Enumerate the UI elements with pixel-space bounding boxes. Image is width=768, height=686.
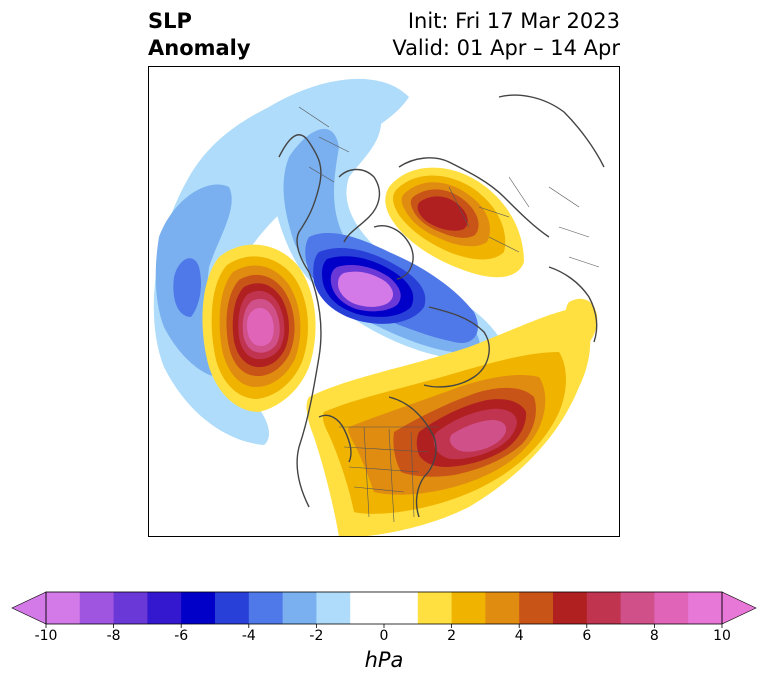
colorbar-tick-label: -10 bbox=[34, 628, 58, 644]
colorbar-segment bbox=[519, 592, 554, 624]
colorbar-tick-label: 4 bbox=[514, 628, 524, 644]
colorbar-segment bbox=[688, 592, 723, 624]
colorbar-tick-label: -6 bbox=[174, 628, 189, 644]
colorbar-segment bbox=[316, 592, 351, 624]
colorbar-tick-marks bbox=[45, 624, 723, 628]
anomaly-fields bbox=[153, 78, 605, 536]
colorbar-segment bbox=[586, 592, 622, 624]
colorbar-tick-label: -2 bbox=[309, 628, 324, 644]
date-info: Init: Fri 17 Mar 2023 Valid: 01 Apr – 14… bbox=[392, 8, 620, 62]
colorbar-segment bbox=[46, 592, 81, 624]
colorbar-segment bbox=[282, 592, 317, 624]
colorbar-tick-label: 10 bbox=[713, 628, 731, 644]
coastlines bbox=[278, 94, 605, 518]
map-canvas bbox=[153, 78, 605, 536]
atlantic-high-core bbox=[449, 420, 507, 452]
colorbar-tick-label: 2 bbox=[447, 628, 457, 644]
colorbar-unit: hPa bbox=[364, 648, 404, 672]
colorbar-tick-label: 0 bbox=[379, 628, 389, 644]
colorbar-segment bbox=[451, 592, 486, 624]
neg-ring-dark bbox=[173, 258, 202, 317]
colorbar-segment bbox=[417, 592, 453, 624]
colorbar-segment bbox=[350, 592, 419, 624]
colorbar-segment bbox=[113, 592, 148, 624]
political-borders bbox=[298, 106, 600, 523]
title-line-2: Anomaly bbox=[148, 36, 251, 60]
slp-anomaly-map bbox=[148, 66, 620, 537]
colorbar-tick-label: 8 bbox=[649, 628, 659, 644]
colorbar-segment bbox=[485, 592, 520, 624]
colorbar-tick-label: 6 bbox=[582, 628, 592, 644]
colorbar-over-arrow bbox=[721, 591, 757, 625]
europe-high-tail bbox=[564, 298, 598, 352]
colorbar-under-arrow bbox=[11, 591, 47, 625]
arctic-low-core bbox=[338, 271, 394, 307]
alaska-high-core bbox=[247, 308, 274, 347]
colorbar-segment bbox=[147, 592, 182, 624]
colorbar-segment bbox=[248, 592, 284, 624]
colorbar-segments bbox=[46, 592, 723, 624]
colorbar-segment bbox=[215, 592, 250, 624]
eurasia-high-core bbox=[417, 196, 468, 231]
title-line-1: SLP bbox=[148, 9, 192, 33]
colorbar-segment bbox=[553, 592, 588, 624]
colorbar-segment bbox=[79, 592, 115, 624]
colorbar-tick-label: -4 bbox=[241, 628, 256, 644]
colorbar-tick-label: -8 bbox=[106, 628, 121, 644]
colorbar-segment bbox=[654, 592, 689, 624]
colorbar-segment bbox=[620, 592, 655, 624]
map-title: SLP Anomaly bbox=[148, 8, 251, 62]
colorbar-segment bbox=[181, 592, 216, 624]
valid-range: Valid: 01 Apr – 14 Apr bbox=[392, 36, 620, 60]
init-date: Init: Fri 17 Mar 2023 bbox=[407, 9, 620, 33]
colorbar bbox=[11, 591, 757, 628]
